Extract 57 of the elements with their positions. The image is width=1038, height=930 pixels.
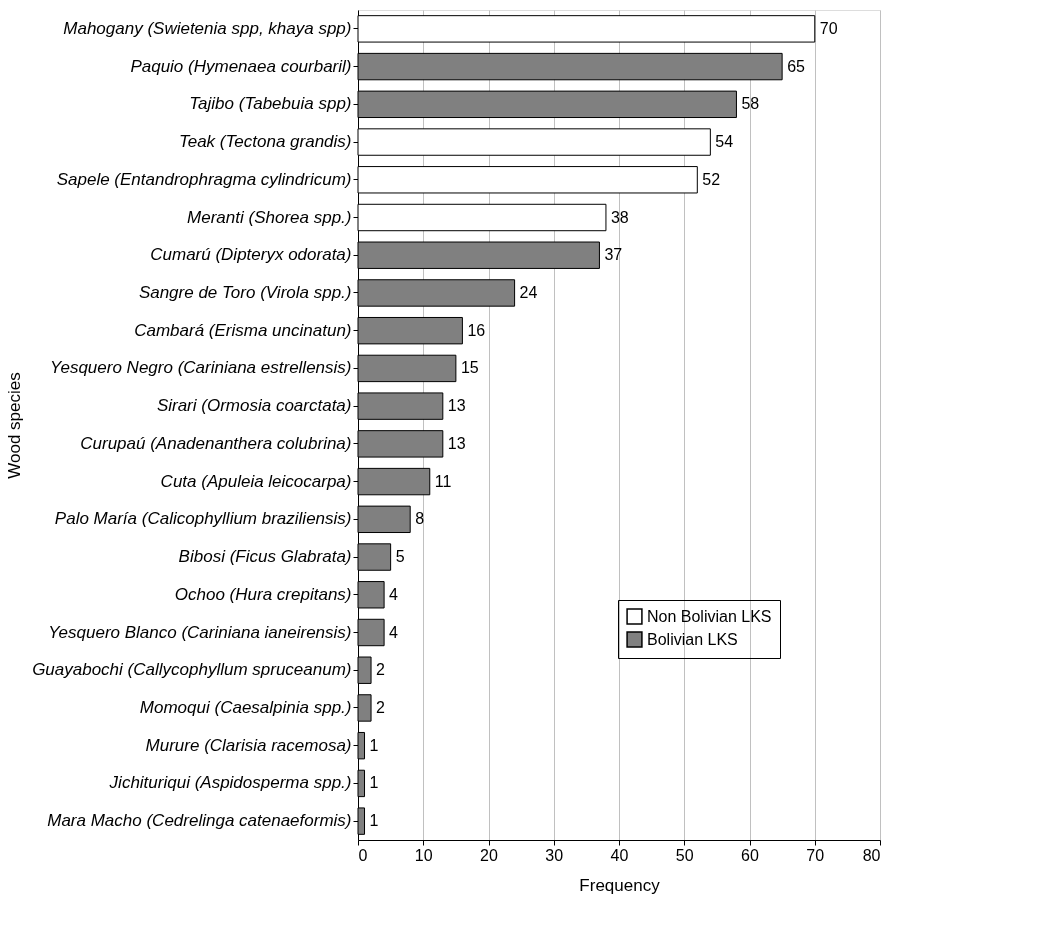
data-label: 13 xyxy=(447,434,466,452)
y-tick-label: Yesquero Blanco (Cariniana ianeirensis) xyxy=(48,622,352,642)
x-tick-label: 40 xyxy=(610,846,629,864)
data-label: 4 xyxy=(389,585,399,603)
y-tick-label: Palo María (Calicophyllium braziliensis) xyxy=(54,509,352,529)
data-label: 58 xyxy=(741,95,760,113)
x-tick-label: 50 xyxy=(675,846,694,864)
data-label: 8 xyxy=(415,510,425,528)
x-tick-label: 10 xyxy=(414,846,433,864)
data-label: 11 xyxy=(434,472,452,490)
y-tick-label: Sapele (Entandrophragma cylindricum) xyxy=(56,169,352,189)
data-label: 1 xyxy=(369,812,379,830)
y-tick-label: Yesquero Negro (Cariniana estrellensis) xyxy=(50,358,352,378)
y-tick-label: Jichituriqui (Aspidosperma spp.) xyxy=(108,773,352,793)
legend-label: Bolivian LKS xyxy=(647,630,738,648)
data-label: 37 xyxy=(604,246,623,264)
x-tick-label: 80 xyxy=(862,846,881,864)
data-label: 4 xyxy=(389,623,399,641)
data-label: 38 xyxy=(610,208,629,226)
data-label: 16 xyxy=(467,321,486,339)
y-axis-title: Wood species xyxy=(4,372,24,479)
data-label: 52 xyxy=(702,170,721,188)
y-tick-label: Sirari (Ormosia coarctata) xyxy=(156,396,352,416)
y-tick-label: Guayabochi (Callycophyllum spruceanum) xyxy=(32,660,352,680)
data-label: 5 xyxy=(395,548,405,566)
data-label: 1 xyxy=(369,736,379,754)
x-tick-label: 70 xyxy=(806,846,825,864)
data-label: 2 xyxy=(376,698,386,716)
y-tick-label: Mara Macho (Cedrelinga catenaeformis) xyxy=(47,811,352,831)
y-tick-label: Mahogany (Swietenia spp, khaya spp) xyxy=(63,18,352,38)
y-tick-label: Curupaú (Anadenanthera colubrina) xyxy=(80,433,352,453)
data-label: 13 xyxy=(447,397,466,415)
x-tick-label: 60 xyxy=(741,846,759,864)
y-tick-label: Murure (Clarisia racemosa) xyxy=(145,735,352,755)
data-label: 2 xyxy=(376,661,386,679)
y-tick-label: Bibosi (Ficus Glabrata) xyxy=(178,547,352,567)
y-tick-label: Ochoo (Hura crepitans) xyxy=(174,584,352,604)
y-tick-label: Tajibo (Tabebuia spp) xyxy=(189,94,352,114)
legend-label: Non Bolivian LKS xyxy=(647,607,772,625)
x-tick-label: 20 xyxy=(480,846,498,864)
y-tick-label: Momoqui (Caesalpinia spp.) xyxy=(139,697,352,717)
data-label: 65 xyxy=(787,57,806,75)
data-label: 54 xyxy=(715,133,734,151)
data-label: 70 xyxy=(819,19,838,37)
data-label: 15 xyxy=(460,359,479,377)
data-label: 24 xyxy=(519,283,538,301)
y-tick-label: Paquio (Hymenaea courbaril) xyxy=(130,56,352,76)
x-tick-label: 30 xyxy=(545,846,564,864)
data-label: 1 xyxy=(369,774,379,792)
x-axis-title: Frequency xyxy=(579,875,661,895)
x-tick-label: 0 xyxy=(358,846,368,864)
y-tick-label: Cumarú (Dipteryx odorata) xyxy=(150,245,352,265)
y-tick-label: Cuta (Apuleia leicocarpa) xyxy=(160,471,352,491)
y-tick-label: Cambará (Erisma uncinatun) xyxy=(134,320,352,340)
y-tick-label: Meranti (Shorea spp.) xyxy=(187,207,352,227)
y-tick-label: Teak (Tectona grandis) xyxy=(178,132,352,152)
y-tick-label: Sangre de Toro (Virola spp.) xyxy=(138,282,352,302)
